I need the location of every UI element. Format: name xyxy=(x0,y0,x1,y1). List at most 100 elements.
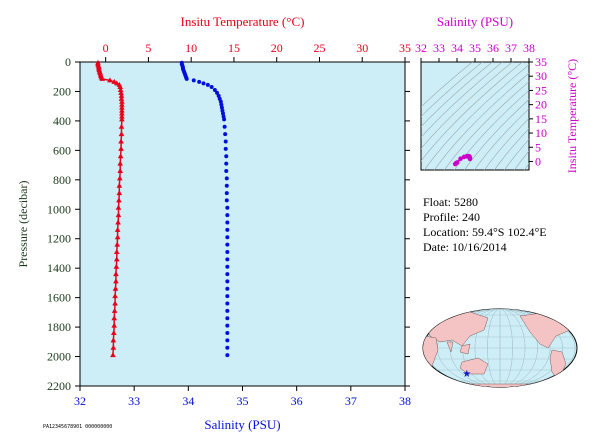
salinity-point xyxy=(225,345,230,350)
salinity-point xyxy=(225,213,230,218)
float-info-panel: Float: 5280 Profile: 240 Location: 59.4°… xyxy=(423,195,547,255)
salinity-point xyxy=(225,220,230,225)
ts-salinity-tick-label: 35 xyxy=(469,41,481,55)
temperature-point xyxy=(117,167,123,173)
temp-tick-label: 10 xyxy=(185,41,197,55)
temperature-point xyxy=(118,131,125,137)
salinity-point xyxy=(225,294,230,299)
salinity-point xyxy=(223,139,228,144)
temperature-point xyxy=(99,75,106,81)
pressure-tick-label: 1600 xyxy=(47,291,71,305)
profile-date: Date: 10/16/2014 xyxy=(423,240,507,254)
salinity-point xyxy=(225,338,230,343)
salinity-point xyxy=(224,191,229,196)
ts-isoline xyxy=(421,62,483,117)
temperature-point xyxy=(119,104,125,110)
temperature-point xyxy=(114,234,121,240)
salinity-point xyxy=(224,176,229,181)
salinity-point xyxy=(223,132,228,137)
salinity-point xyxy=(224,183,229,188)
salinity-point xyxy=(201,81,206,86)
salinity-point xyxy=(191,78,196,83)
temperature-point xyxy=(110,337,117,343)
temperature-point xyxy=(119,116,125,122)
temperature-point xyxy=(113,278,119,284)
salinity-point xyxy=(224,161,229,166)
ts-isoline xyxy=(454,90,529,170)
salinity-point xyxy=(225,308,230,313)
ts-isoline xyxy=(424,64,529,170)
salinity-point xyxy=(225,227,230,232)
salinity-point xyxy=(209,85,214,90)
pressure-tick-label: 2200 xyxy=(47,379,71,393)
temperature-point xyxy=(116,175,123,181)
salinity-point xyxy=(223,146,228,151)
temperature-point xyxy=(112,285,119,291)
temperature-point xyxy=(111,307,118,313)
salinity-tick-label: 34 xyxy=(182,394,194,408)
temperature-point xyxy=(119,98,125,104)
ts-isoline xyxy=(434,72,529,170)
ts-isoline xyxy=(494,128,529,170)
plot-area xyxy=(79,61,406,387)
salinity-point xyxy=(225,235,230,240)
salinity-point xyxy=(225,316,230,321)
ts-temp-tick-label: 30 xyxy=(535,69,547,83)
temp-tick-label: 0 xyxy=(103,41,109,55)
map-land-africa xyxy=(423,335,439,367)
ts-isoline xyxy=(474,108,529,170)
map-land-india xyxy=(446,341,454,353)
pressure-tick-label: 1400 xyxy=(47,261,71,275)
pressure-tick-label: 600 xyxy=(53,143,71,157)
salinity-tick-label: 35 xyxy=(237,394,249,408)
temperature-point xyxy=(115,212,122,218)
ts-temp-tick-label: 0 xyxy=(535,154,541,168)
float-id: Float: 5280 xyxy=(423,195,479,209)
salinity-point xyxy=(225,242,230,247)
ts-salinity-tick-label: 34 xyxy=(451,41,463,55)
temperature-point xyxy=(116,182,123,188)
temperature-point xyxy=(113,256,120,262)
salinity-point xyxy=(184,76,189,81)
pressure-tick-label: 1200 xyxy=(47,232,71,246)
ts-isoline xyxy=(421,62,493,128)
temp-tick-label: 25 xyxy=(313,41,325,55)
map-land-se-asia xyxy=(459,343,471,355)
temperature-point xyxy=(113,271,119,277)
footer-code: PA12345678901 000000000 xyxy=(43,424,113,430)
map-land-antarctica xyxy=(439,383,561,387)
pressure-tick-label: 2000 xyxy=(47,350,71,364)
ts-salinity-tick-label: 33 xyxy=(433,41,445,55)
pressure-tick-label: 0 xyxy=(65,55,71,69)
salinity-tick-label: 32 xyxy=(74,394,86,408)
ts-temp-tick-label: 35 xyxy=(535,55,547,69)
temperature-point xyxy=(113,263,120,269)
salinity-point xyxy=(222,117,227,122)
salinity-point xyxy=(224,154,229,159)
ts-point xyxy=(467,156,473,162)
temperature-point xyxy=(119,113,125,119)
salinity-tick-label: 37 xyxy=(345,394,357,408)
temperature-point xyxy=(112,300,118,306)
ts-temp-tick-label: 15 xyxy=(535,112,547,126)
pressure-axis-label: Pressure (decibar) xyxy=(16,181,30,268)
ts-isoline xyxy=(484,118,529,170)
temp-tick-label: 20 xyxy=(271,41,283,55)
salinity-point xyxy=(225,205,230,210)
ts-salinity-tick-label: 36 xyxy=(487,41,499,55)
salinity-point xyxy=(225,330,230,335)
temperature-point xyxy=(114,241,121,247)
temperature-point xyxy=(115,219,121,225)
ts-isoline xyxy=(421,62,503,138)
salinity-tick-label: 38 xyxy=(399,394,411,408)
ts-temp-tick-label: 25 xyxy=(535,83,547,97)
ts-temp-tick-label: 10 xyxy=(535,126,547,140)
ts-isoline xyxy=(421,62,513,150)
temperature-point xyxy=(114,226,121,232)
temperature-point xyxy=(118,138,124,144)
salinity-point xyxy=(225,286,230,291)
ts-isoline xyxy=(464,99,529,170)
